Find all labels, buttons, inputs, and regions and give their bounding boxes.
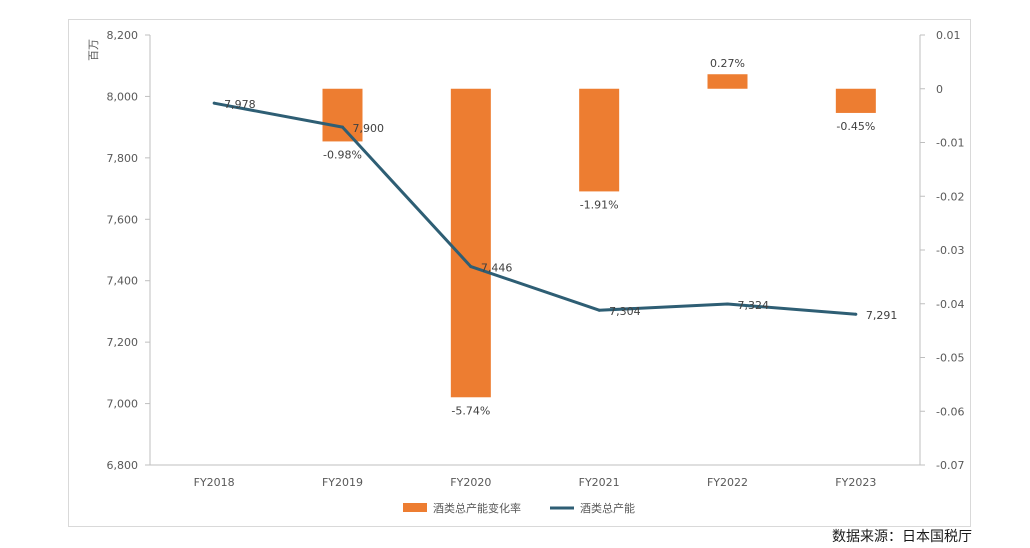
- line-data-label: 7,291: [866, 309, 898, 322]
- line-point: [726, 302, 729, 306]
- axis-layer: 8,200 8,000 7,800 7,600 7,400 7,200 7,000 6,800…: [87, 29, 964, 489]
- line-data-label: 7,446: [481, 262, 513, 275]
- line-point: [597, 308, 601, 312]
- y-left-tick-label: 7,200: [107, 336, 139, 349]
- bar-change-rate: [450, 88, 491, 398]
- x-tick-label: FY2019: [322, 476, 363, 489]
- y-left-tick-label: 6,800: [107, 459, 139, 472]
- line-layer: [212, 101, 858, 316]
- label-layer: -0.98% -5.74% -1.91% 0.27% -0.45% 7,978 7,900 7…: [224, 57, 897, 417]
- x-tick-label: FY2022: [707, 476, 748, 489]
- line-point: [854, 312, 858, 316]
- y-right-tick-label: -0.05: [936, 352, 964, 365]
- line-data-label: 7,900: [353, 122, 385, 135]
- bar-change-rate: [835, 88, 876, 113]
- x-tick-label: FY2018: [194, 476, 235, 489]
- bar-change-rate: [322, 88, 363, 142]
- y-left-tick-label: 8,000: [107, 90, 139, 103]
- line-point: [341, 125, 344, 129]
- y-left-unit-label: 百万: [87, 39, 100, 61]
- y-right-tick-label: -0.01: [936, 137, 964, 150]
- legend-label-change-rate: 酒类总产能变化率: [433, 501, 521, 515]
- y-right-tick-label: -0.03: [936, 244, 964, 257]
- y-left-tick-label: 7,800: [107, 152, 139, 165]
- y-right-tick-label: 0: [936, 83, 943, 96]
- source-note: 数据来源：日本国税厅: [832, 529, 972, 545]
- bar-data-label: -5.74%: [451, 404, 490, 417]
- y-right-tick-label: -0.02: [936, 190, 964, 203]
- y-right-tick-label: -0.07: [936, 459, 964, 472]
- bar-layer: [322, 74, 876, 398]
- y-left-tick-label: 8,200: [107, 29, 139, 42]
- line-total-capacity: [213, 101, 856, 316]
- line-point: [469, 265, 473, 269]
- bar-data-label: -1.91%: [580, 198, 619, 211]
- y-left-tick-label: 7,400: [107, 275, 139, 288]
- bar-data-label: -0.98%: [323, 148, 362, 161]
- legend-layer: 酒类总产能变化率 酒类总产能: [403, 501, 635, 515]
- y-right-tick-label: 0.01: [936, 29, 961, 42]
- x-tick-label: FY2021: [579, 476, 620, 489]
- bar-change-rate: [707, 74, 748, 89]
- legend-swatch-change-rate: [403, 503, 427, 512]
- line-data-label: 7,304: [609, 305, 641, 318]
- bar-data-label: -0.45%: [836, 120, 875, 133]
- legend-label-total-capacity: 酒类总产能: [580, 501, 635, 515]
- x-tick-label: FY2023: [835, 476, 876, 489]
- y-left-tick-label: 7,000: [107, 398, 139, 411]
- line-data-label: 7,978: [224, 98, 256, 111]
- y-left-tick-label: 7,600: [107, 213, 139, 226]
- y-right-tick-label: -0.06: [936, 405, 964, 418]
- line-data-label: 7,324: [738, 299, 770, 312]
- line-point: [212, 101, 216, 105]
- y-right-tick-label: -0.04: [936, 298, 964, 311]
- bar-change-rate: [579, 88, 620, 192]
- bar-data-label: 0.27%: [710, 57, 745, 70]
- x-tick-label: FY2020: [450, 476, 491, 489]
